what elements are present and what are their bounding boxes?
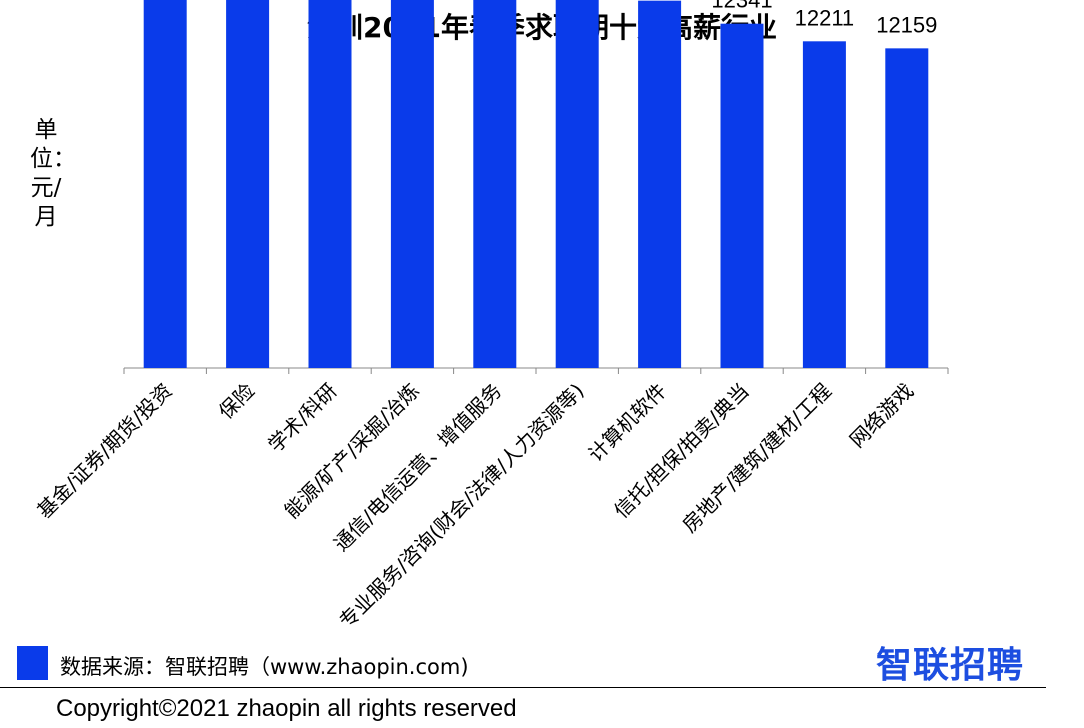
copyright-text: Copyright©2021 zhaopin all rights reserv… — [56, 695, 517, 722]
data-label: 12211 — [795, 5, 855, 30]
bar — [885, 48, 929, 368]
bar — [473, 0, 517, 368]
bar — [308, 0, 352, 368]
bar — [802, 41, 846, 368]
category-tick-label: 保险 — [214, 379, 259, 424]
category-tick-label: 能源/矿产/采掘/冶炼 — [280, 379, 424, 523]
bar-chart: 13985基金/证券/期货/投资13800保险13556学术/科研13175能源… — [32, 0, 949, 633]
bar — [226, 0, 270, 368]
data-label: 12341 — [711, 0, 772, 13]
chart-title: 深圳2021年春季求职期十大高薪行业 — [307, 11, 777, 44]
category-tick-label: 基金/证券/期货/投资 — [32, 379, 176, 523]
category-tick-label: 通信/电信运营、增值服务 — [329, 379, 506, 556]
category-tick-label: 信托/担保/拍卖/典当 — [609, 379, 753, 523]
data-label: 12159 — [876, 12, 937, 37]
zhaopin-logo: 智联招聘 — [876, 645, 1025, 686]
footer-divider — [0, 687, 1046, 688]
bar — [143, 0, 187, 368]
legend-source-text: 数据来源：智联招聘（www.zhaopin.com) — [60, 655, 469, 679]
bar — [555, 0, 599, 368]
legend-swatch — [17, 646, 48, 680]
category-tick-label: 计算机软件 — [583, 379, 671, 467]
y-axis-unit-label: 单位：元/月 — [30, 117, 76, 230]
category-tick-label: 房地产/建筑/建材/工程 — [677, 379, 836, 538]
bar — [390, 0, 434, 368]
category-tick-label: 学术/科研 — [263, 379, 341, 457]
bar — [720, 23, 764, 369]
category-tick-label: 网络游戏 — [845, 379, 919, 453]
bar — [638, 0, 682, 369]
